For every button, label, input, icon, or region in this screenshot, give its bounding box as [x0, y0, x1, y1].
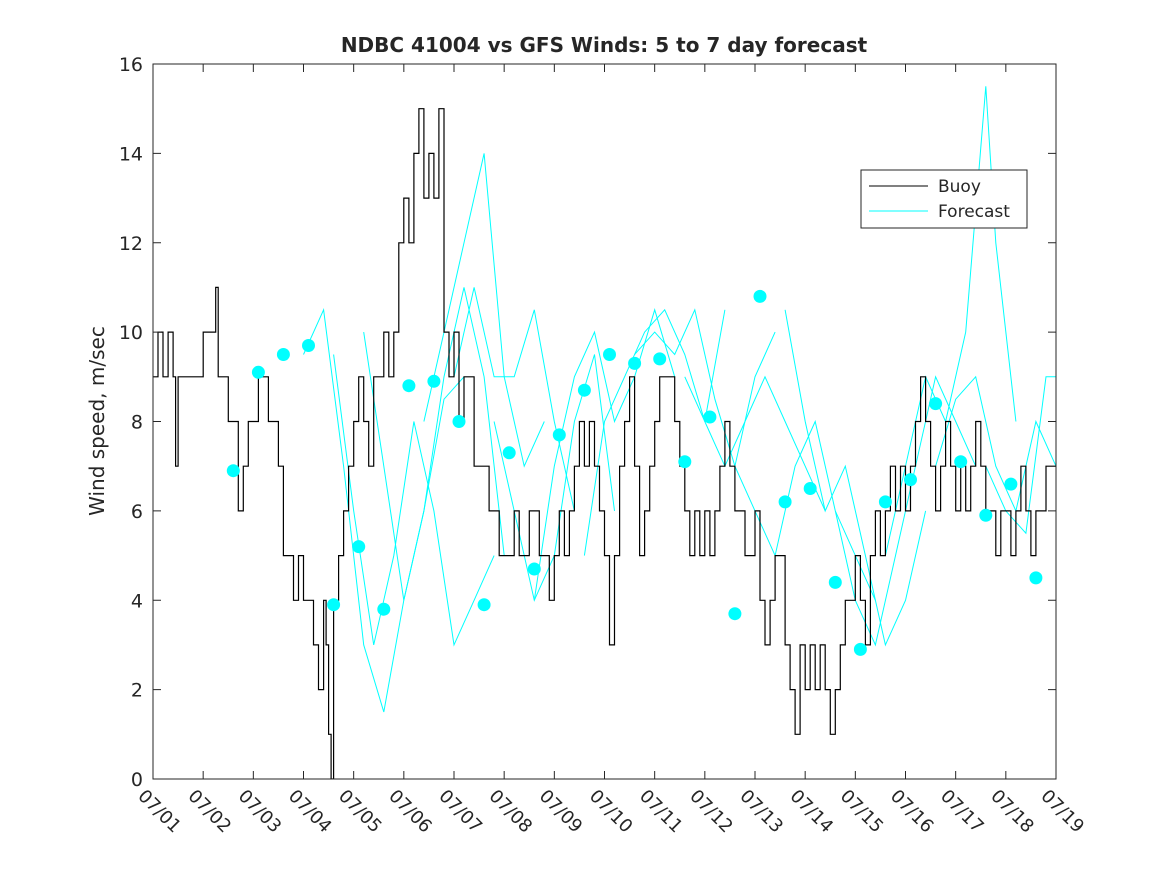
- forecast-run-line: [583, 308, 726, 556]
- y-axis-label: Wind speed, m/sec: [85, 326, 109, 516]
- forecast-run-line: [684, 375, 826, 512]
- legend-forecast-label: Forecast: [938, 202, 1010, 222]
- forecast-marker: [527, 562, 541, 576]
- y-tick-label: 14: [119, 143, 143, 165]
- forecast-run-line: [363, 287, 505, 601]
- forecast-marker: [778, 495, 792, 509]
- forecast-marker: [427, 374, 441, 388]
- forecast-run-line: [333, 354, 495, 647]
- forecast-marker: [653, 352, 667, 366]
- forecast-marker: [678, 455, 692, 469]
- forecast-marker: [979, 508, 993, 522]
- forecast-run-line: [935, 375, 1056, 513]
- forecast-marker: [703, 410, 717, 424]
- forecast-markers: [226, 289, 1043, 656]
- legend-box: [860, 169, 1028, 229]
- y-tick-label: 16: [119, 54, 143, 76]
- y-tick-label: 0: [131, 769, 143, 791]
- forecast-run-line: [303, 307, 465, 713]
- forecast-marker: [878, 495, 892, 509]
- buoy-line: [153, 108, 1056, 779]
- y-tick-label: 8: [131, 412, 143, 434]
- forecast-marker: [552, 428, 566, 442]
- forecast-marker: [954, 455, 968, 469]
- forecast-marker: [327, 598, 341, 612]
- y-tick-label: 2: [131, 680, 143, 702]
- y-tick-label: 6: [131, 501, 143, 523]
- y-tick-label: 12: [119, 233, 143, 255]
- forecast-marker: [477, 598, 491, 612]
- forecast-marker: [803, 482, 817, 495]
- forecast-run-line: [784, 309, 927, 647]
- forecast-marker: [276, 348, 290, 361]
- forecast-run-line: [453, 287, 575, 512]
- forecast-run-line: [734, 419, 876, 601]
- forecast-marker: [377, 602, 391, 616]
- forecast-run-line: [985, 376, 1056, 535]
- legend: Buoy Forecast: [860, 169, 1028, 229]
- y-axis: 0 2 4 6 8 10 12 14 16: [119, 54, 1056, 791]
- forecast-marker: [251, 365, 265, 379]
- forecast-run-line: [634, 308, 776, 469]
- forecast-marker: [1029, 571, 1043, 585]
- forecast-marker: [402, 379, 416, 393]
- forecast-marker: [1004, 477, 1018, 491]
- forecast-marker: [577, 383, 591, 397]
- forecast-marker: [828, 575, 842, 589]
- forecast-run-line: [533, 308, 676, 601]
- forecast-marker: [352, 540, 366, 554]
- forecast-marker: [753, 289, 767, 303]
- forecast-marker: [904, 473, 917, 487]
- forecast-marker: [603, 348, 616, 361]
- y-tick-label: 4: [131, 590, 143, 612]
- forecast-marker: [452, 415, 466, 428]
- forecast-marker: [728, 607, 742, 621]
- legend-buoy-label: Buoy: [938, 177, 981, 197]
- forecast-marker: [226, 464, 240, 478]
- forecast-series: [303, 86, 1056, 713]
- forecast-marker: [929, 397, 943, 411]
- forecast-marker: [628, 356, 642, 370]
- chart-title: NDBC 41004 vs GFS Winds: 5 to 7 day fore…: [341, 33, 868, 57]
- forecast-marker: [302, 339, 315, 352]
- forecast-marker: [502, 446, 516, 460]
- forecast-marker: [853, 642, 867, 656]
- y-tick-label: 10: [119, 322, 143, 344]
- buoy-series: [153, 108, 1056, 779]
